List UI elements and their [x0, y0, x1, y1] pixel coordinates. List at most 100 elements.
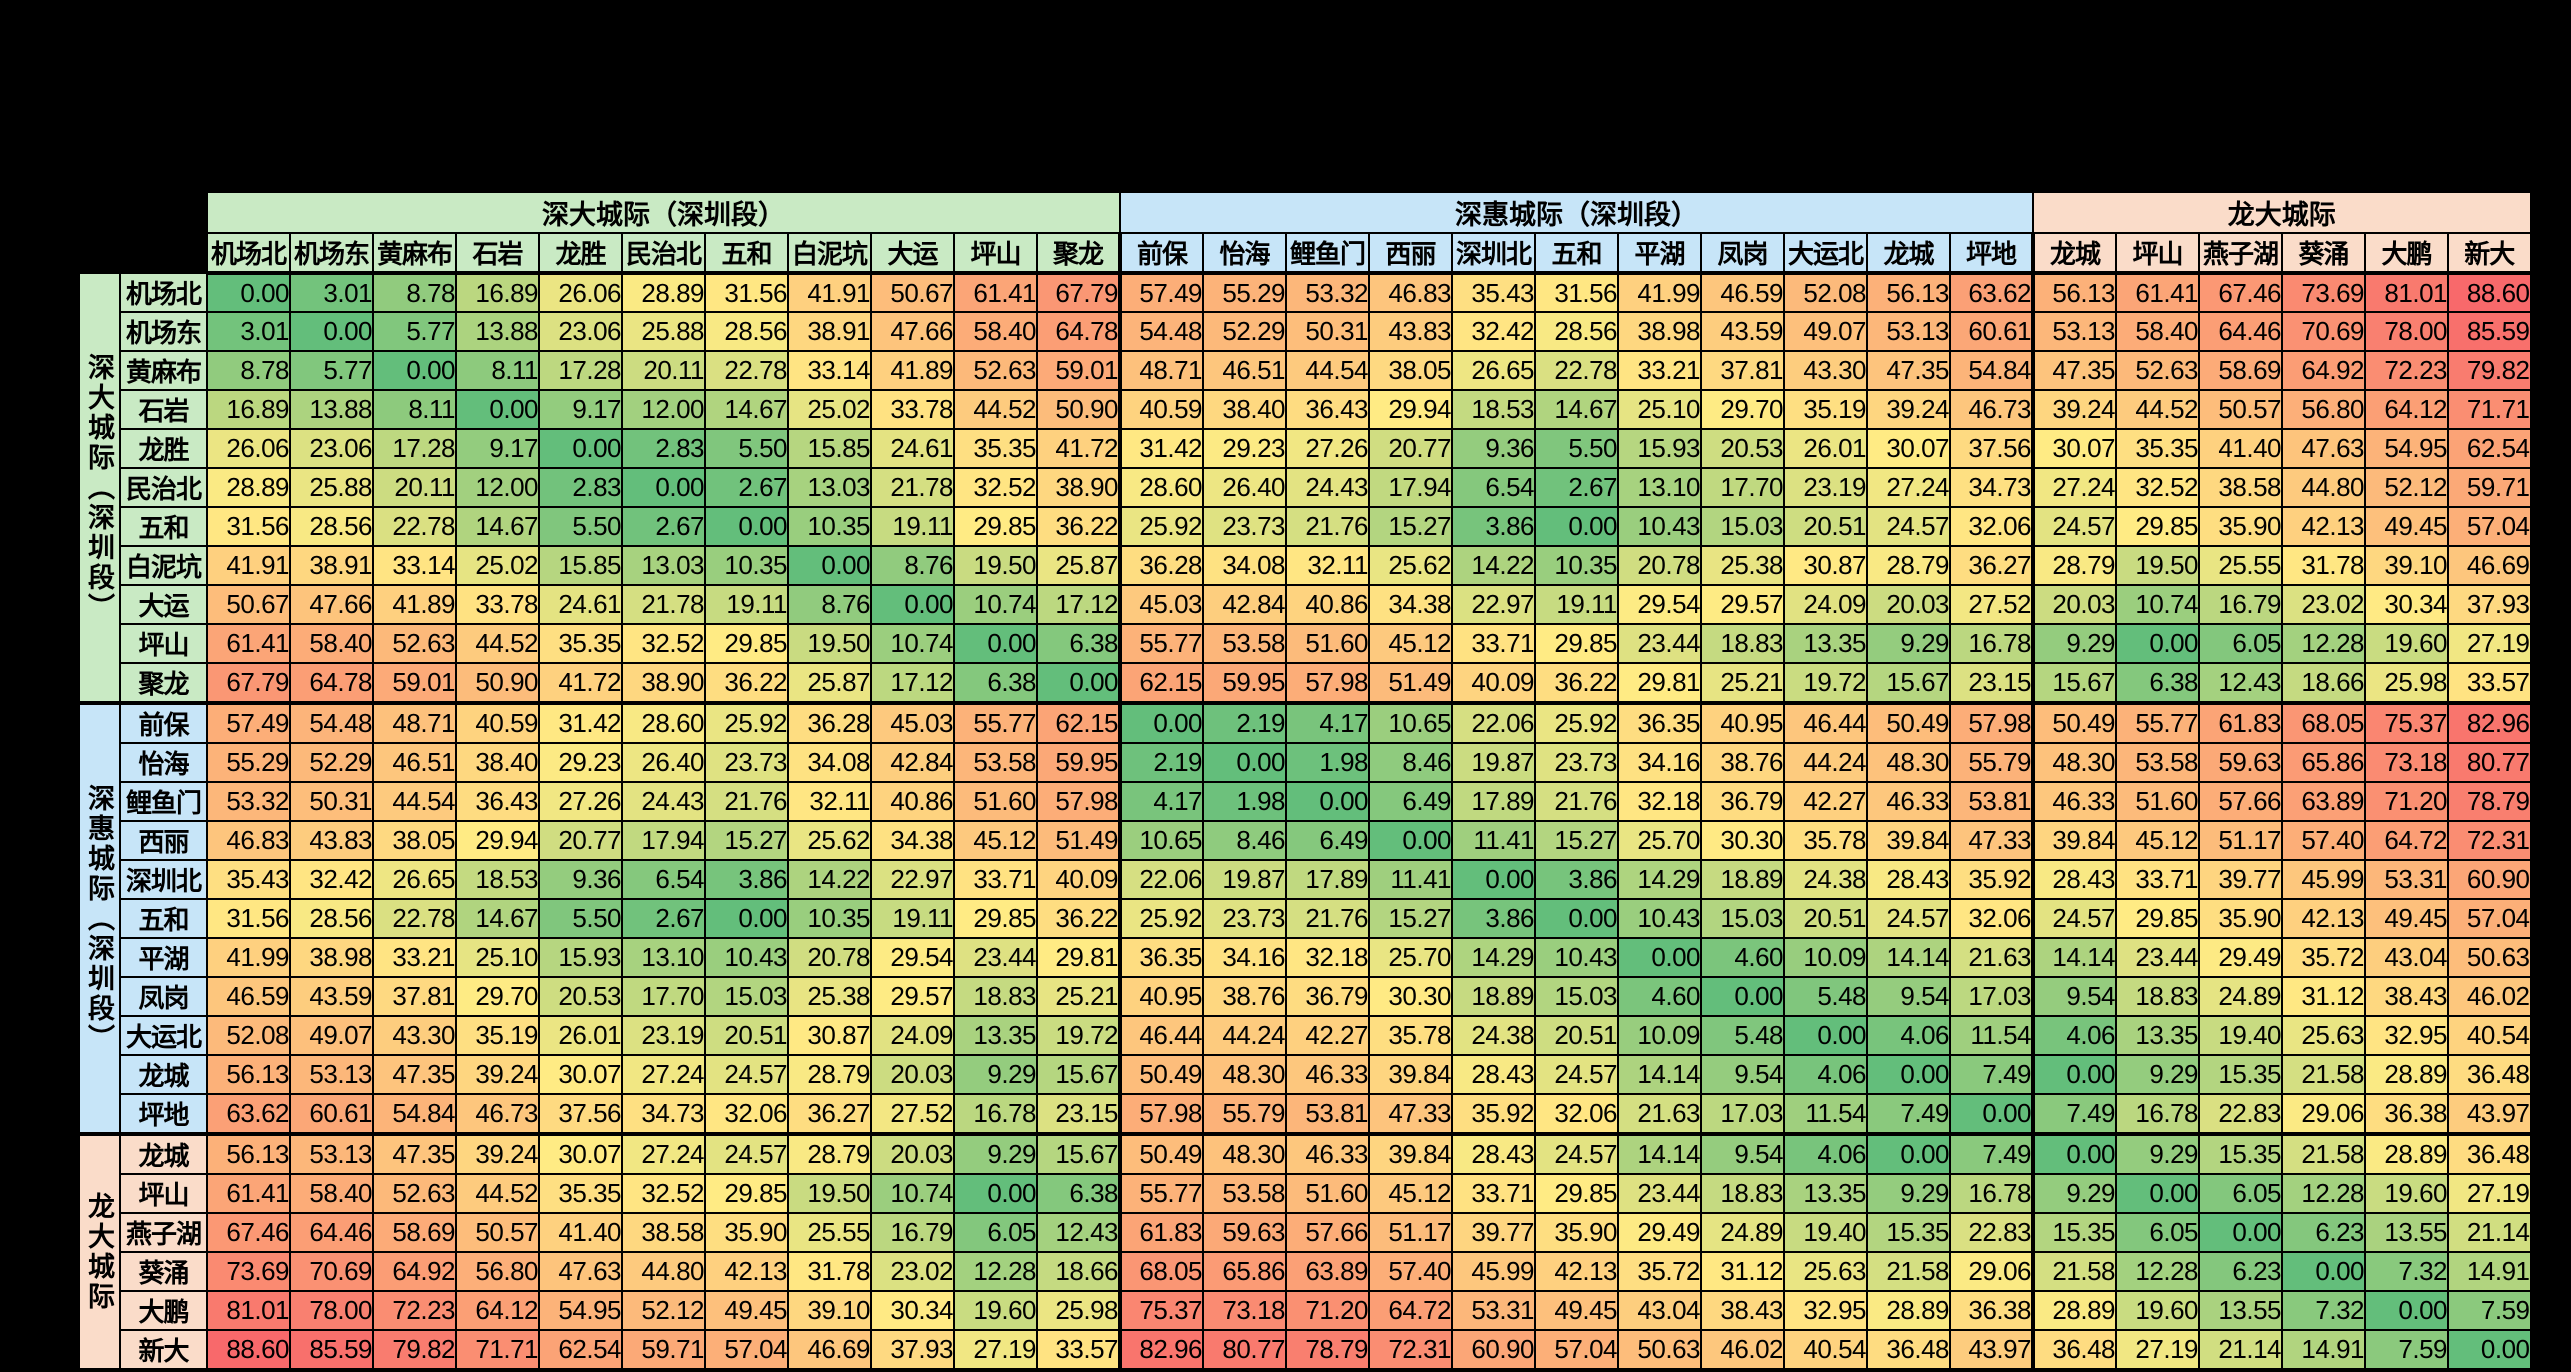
col-header-3[interactable]: 黄麻布 [372, 232, 457, 275]
cell-16-10[interactable]: 33.71 [953, 859, 1038, 900]
cell-7-27[interactable]: 49.45 [2364, 506, 2449, 547]
cell-27-12[interactable]: 75.37 [1119, 1290, 1204, 1331]
cell-9-5[interactable]: 24.61 [538, 584, 623, 625]
cell-20-28[interactable]: 40.54 [2447, 1015, 2532, 1056]
col-header-6[interactable]: 民治北 [621, 232, 706, 275]
cell-13-9[interactable]: 42.84 [870, 742, 955, 783]
cell-28-21[interactable]: 36.48 [1866, 1329, 1951, 1371]
cell-22-22[interactable]: 0.00 [1949, 1093, 2035, 1136]
cell-7-3[interactable]: 22.78 [372, 506, 457, 547]
cell-4-23[interactable]: 39.24 [2032, 389, 2117, 430]
cell-20-23[interactable]: 4.06 [2032, 1015, 2117, 1056]
cell-25-26[interactable]: 6.23 [2281, 1212, 2366, 1253]
cell-19-15[interactable]: 30.30 [1368, 976, 1453, 1017]
cell-22-26[interactable]: 29.06 [2281, 1093, 2366, 1136]
cell-7-19[interactable]: 15.03 [1700, 506, 1785, 547]
line-group-header-shenhui[interactable]: 深惠城际（深圳段） [1119, 190, 2034, 234]
col-header-20[interactable]: 大运北 [1783, 232, 1868, 275]
cell-28-15[interactable]: 72.31 [1368, 1329, 1453, 1371]
cell-16-4[interactable]: 18.53 [455, 859, 540, 900]
cell-4-27[interactable]: 64.12 [2364, 389, 2449, 430]
cell-26-21[interactable]: 21.58 [1866, 1251, 1951, 1292]
cell-23-3[interactable]: 47.35 [372, 1133, 457, 1175]
cell-20-18[interactable]: 10.09 [1617, 1015, 1702, 1056]
cell-6-7[interactable]: 2.67 [704, 467, 789, 508]
cell-5-27[interactable]: 54.95 [2364, 428, 2449, 469]
cell-10-17[interactable]: 29.85 [1534, 623, 1619, 664]
cell-9-14[interactable]: 40.86 [1285, 584, 1370, 625]
cell-2-5[interactable]: 23.06 [538, 311, 623, 352]
cell-10-22[interactable]: 16.78 [1949, 623, 2035, 664]
cell-4-2[interactable]: 13.88 [289, 389, 374, 430]
cell-18-27[interactable]: 43.04 [2364, 937, 2449, 978]
cell-15-28[interactable]: 72.31 [2447, 820, 2532, 861]
cell-18-28[interactable]: 50.63 [2447, 937, 2532, 978]
cell-7-7[interactable]: 0.00 [704, 506, 789, 547]
cell-7-1[interactable]: 31.56 [206, 506, 291, 547]
cell-17-15[interactable]: 15.27 [1368, 898, 1453, 939]
cell-18-10[interactable]: 23.44 [953, 937, 1038, 978]
col-header-22[interactable]: 坪地 [1949, 232, 2035, 275]
cell-24-7[interactable]: 29.85 [704, 1173, 789, 1214]
cell-9-10[interactable]: 10.74 [953, 584, 1038, 625]
cell-6-19[interactable]: 17.70 [1700, 467, 1785, 508]
cell-8-25[interactable]: 25.55 [2198, 545, 2283, 586]
cell-13-2[interactable]: 52.29 [289, 742, 374, 783]
cell-21-21[interactable]: 0.00 [1866, 1054, 1951, 1095]
cell-28-8[interactable]: 46.69 [787, 1329, 872, 1371]
cell-25-4[interactable]: 50.57 [455, 1212, 540, 1253]
cell-23-4[interactable]: 39.24 [455, 1133, 540, 1175]
cell-19-17[interactable]: 15.03 [1534, 976, 1619, 1017]
cell-1-7[interactable]: 31.56 [704, 272, 789, 313]
cell-25-10[interactable]: 6.05 [953, 1212, 1038, 1253]
cell-14-19[interactable]: 36.79 [1700, 781, 1785, 822]
cell-26-25[interactable]: 6.23 [2198, 1251, 2283, 1292]
cell-22-20[interactable]: 11.54 [1783, 1093, 1868, 1136]
cell-17-19[interactable]: 15.03 [1700, 898, 1785, 939]
cell-5-11[interactable]: 41.72 [1036, 428, 1122, 469]
cell-19-14[interactable]: 36.79 [1285, 976, 1370, 1017]
cell-24-10[interactable]: 0.00 [953, 1173, 1038, 1214]
cell-21-15[interactable]: 39.84 [1368, 1054, 1453, 1095]
cell-9-19[interactable]: 29.57 [1700, 584, 1785, 625]
cell-6-23[interactable]: 27.24 [2032, 467, 2117, 508]
cell-10-25[interactable]: 6.05 [2198, 623, 2283, 664]
cell-27-4[interactable]: 64.12 [455, 1290, 540, 1331]
cell-9-25[interactable]: 16.79 [2198, 584, 2283, 625]
cell-2-17[interactable]: 28.56 [1534, 311, 1619, 352]
col-header-17[interactable]: 五和 [1534, 232, 1619, 275]
col-header-11[interactable]: 聚龙 [1036, 232, 1122, 275]
cell-21-17[interactable]: 24.57 [1534, 1054, 1619, 1095]
cell-21-19[interactable]: 9.54 [1700, 1054, 1785, 1095]
cell-16-9[interactable]: 22.97 [870, 859, 955, 900]
cell-20-4[interactable]: 35.19 [455, 1015, 540, 1056]
cell-10-3[interactable]: 52.63 [372, 623, 457, 664]
cell-8-8[interactable]: 0.00 [787, 545, 872, 586]
cell-3-26[interactable]: 64.92 [2281, 350, 2366, 391]
cell-9-15[interactable]: 34.38 [1368, 584, 1453, 625]
cell-17-10[interactable]: 29.85 [953, 898, 1038, 939]
cell-27-26[interactable]: 7.32 [2281, 1290, 2366, 1331]
cell-17-17[interactable]: 0.00 [1534, 898, 1619, 939]
cell-11-2[interactable]: 64.78 [289, 662, 374, 705]
cell-15-17[interactable]: 15.27 [1534, 820, 1619, 861]
cell-21-9[interactable]: 20.03 [870, 1054, 955, 1095]
cell-12-15[interactable]: 10.65 [1368, 702, 1453, 744]
cell-15-1[interactable]: 46.83 [206, 820, 291, 861]
cell-28-9[interactable]: 37.93 [870, 1329, 955, 1371]
cell-17-13[interactable]: 23.73 [1202, 898, 1287, 939]
cell-10-21[interactable]: 9.29 [1866, 623, 1951, 664]
cell-25-9[interactable]: 16.79 [870, 1212, 955, 1253]
cell-5-10[interactable]: 35.35 [953, 428, 1038, 469]
cell-4-11[interactable]: 50.90 [1036, 389, 1122, 430]
row-group-label-2[interactable]: 深惠城际（深圳段） [77, 702, 121, 1136]
cell-3-8[interactable]: 33.14 [787, 350, 872, 391]
cell-12-4[interactable]: 40.59 [455, 702, 540, 744]
cell-8-1[interactable]: 41.91 [206, 545, 291, 586]
cell-22-13[interactable]: 55.79 [1202, 1093, 1287, 1136]
cell-2-23[interactable]: 53.13 [2032, 311, 2117, 352]
cell-10-15[interactable]: 45.12 [1368, 623, 1453, 664]
cell-12-18[interactable]: 36.35 [1617, 702, 1702, 744]
cell-28-20[interactable]: 40.54 [1783, 1329, 1868, 1371]
cell-24-9[interactable]: 10.74 [870, 1173, 955, 1214]
